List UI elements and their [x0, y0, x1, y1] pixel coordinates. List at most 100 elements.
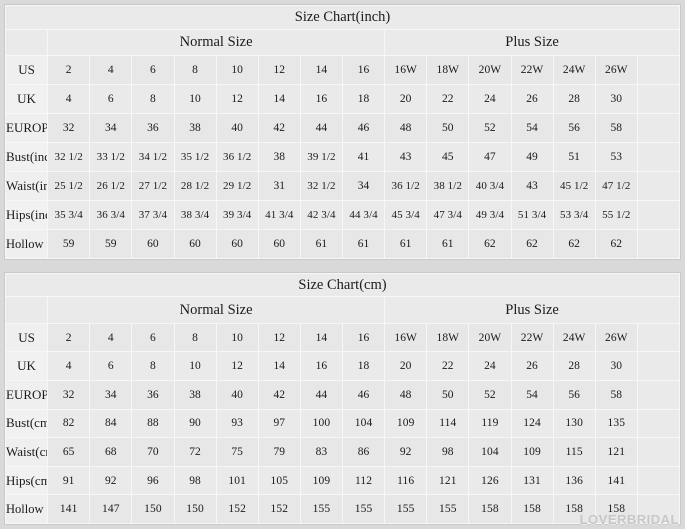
cell: 34: [89, 113, 133, 144]
cell: 14: [299, 55, 344, 86]
cell: 47 3/4: [426, 200, 470, 230]
cell: 126: [468, 465, 512, 496]
size-chart-inch-table: Size Chart(inch) Normal Size Plus Size US 2 4…: [4, 5, 681, 259]
cell: 152: [215, 494, 259, 524]
cell: 8: [173, 55, 217, 86]
row-label-europe: EUROPE: [4, 113, 49, 144]
cell: 4: [47, 351, 91, 381]
cell: 59: [89, 229, 133, 259]
cell: 54: [510, 379, 554, 410]
table-row: Hips(cm)91929698101105109112116121126131…: [4, 465, 681, 496]
cell: 24: [468, 84, 512, 115]
cell: 75: [215, 437, 259, 467]
cell: 84: [89, 408, 133, 439]
cell: 48: [384, 379, 428, 410]
cell: 60: [173, 229, 217, 259]
row-label-hips-inch: Hips(inch): [4, 200, 49, 230]
cell: 22: [426, 84, 470, 115]
row-label-waist-inch: Waist(inch): [4, 171, 49, 202]
cell: 38: [173, 113, 217, 144]
cell: 16: [341, 55, 386, 86]
cell: 32 1/2: [47, 142, 91, 173]
size-chart-inch-body: Size Chart(inch) Normal Size Plus Size US 2 4…: [4, 5, 681, 259]
cell: 53: [594, 142, 638, 173]
cell: 2: [47, 322, 91, 353]
chart-title: Size Chart(cm): [5, 272, 680, 298]
table-row: Bust(inch)32 1/233 1/234 1/235 1/236 1/2…: [4, 142, 681, 173]
cell: 62: [594, 229, 638, 259]
table-row: UK 4 6 8 10 12 14 16 18 20 22 24 26 28 30: [4, 351, 681, 381]
cell: 45 3/4: [384, 200, 428, 230]
cell: 42: [257, 113, 301, 144]
cell: 62: [552, 229, 596, 259]
cell: 26: [510, 84, 554, 115]
cell: 12: [257, 55, 301, 86]
cell: 38 3/4: [173, 200, 217, 230]
cell: 42 3/4: [299, 200, 344, 230]
table-row: EUROPE3234363840424446485052545658: [4, 379, 681, 410]
row-label-bust-cm: Bust(cm): [4, 408, 49, 439]
cell: 41 3/4: [257, 200, 301, 230]
cell: 52: [468, 113, 512, 144]
cell: 35 1/2: [173, 142, 217, 173]
cell: 26W: [594, 55, 638, 86]
cell: 124: [510, 408, 554, 439]
cell: 112: [341, 465, 386, 496]
cell-empty: [636, 465, 681, 496]
chart-title-row: Size Chart(inch): [5, 5, 680, 30]
cell: 10: [173, 84, 217, 115]
cell: 34: [89, 379, 133, 410]
cell: 45 1/2: [552, 171, 596, 202]
cell: 50: [426, 379, 470, 410]
cell: 4: [89, 55, 133, 86]
cell: 36 1/2: [384, 171, 428, 202]
cell: 104: [468, 437, 512, 467]
cell: 8: [173, 322, 217, 353]
cell: 61: [426, 229, 470, 259]
cell: 14: [257, 351, 301, 381]
cell: 40 3/4: [468, 171, 512, 202]
cell: 18W: [426, 322, 470, 353]
cell: 6: [131, 55, 175, 86]
cell: 22W: [510, 322, 554, 353]
cell: 16W: [384, 322, 428, 353]
cell: 136: [552, 465, 596, 496]
cell: 45: [426, 142, 470, 173]
cell: 35 3/4: [47, 200, 91, 230]
row-label-hollow-to-floor-inch: Hollow to Floor(inch): [4, 229, 49, 259]
cell: 24W: [552, 55, 596, 86]
cell-empty: [636, 229, 681, 259]
cell-empty: [636, 55, 681, 86]
cell: 38 1/2: [426, 171, 470, 202]
table-row: Bust(cm)82848890939710010410911411912413…: [4, 408, 681, 439]
cell: 91: [47, 465, 91, 496]
size-chart-cm-block: Size Chart(cm) Normal Size Plus Size US 2 4 6 8…: [4, 272, 681, 525]
cell: 28: [552, 351, 596, 381]
cell: 100: [299, 408, 344, 439]
cell: 82: [47, 408, 91, 439]
cell: 34: [341, 171, 386, 202]
cell: 115: [552, 437, 596, 467]
table-row: UK 4 6 8 10 12 14 16 18 20 22 24 26 28 30: [4, 84, 681, 115]
cell: 10: [215, 322, 259, 353]
cell: 26W: [594, 322, 638, 353]
cell: 20W: [468, 322, 512, 353]
cell: 150: [173, 494, 217, 524]
cell: 121: [594, 437, 638, 467]
cell: 105: [257, 465, 301, 496]
cell: 16: [299, 351, 344, 381]
cell: 51: [552, 142, 596, 173]
cell: 22W: [510, 55, 554, 86]
size-chart-cm-body: Size Chart(cm) Normal Size Plus Size US 2 4 6 8…: [4, 272, 681, 524]
cell: 40: [215, 113, 259, 144]
cell: 79: [257, 437, 301, 467]
cell: 41: [341, 142, 386, 173]
cell: 18W: [426, 55, 470, 86]
cell: 114: [426, 408, 470, 439]
cell: 53 3/4: [552, 200, 596, 230]
cell: 60: [257, 229, 301, 259]
cell: 27 1/2: [131, 171, 175, 202]
cell: 92: [384, 437, 428, 467]
cell: 158: [468, 494, 512, 524]
cell-empty: [636, 379, 681, 410]
